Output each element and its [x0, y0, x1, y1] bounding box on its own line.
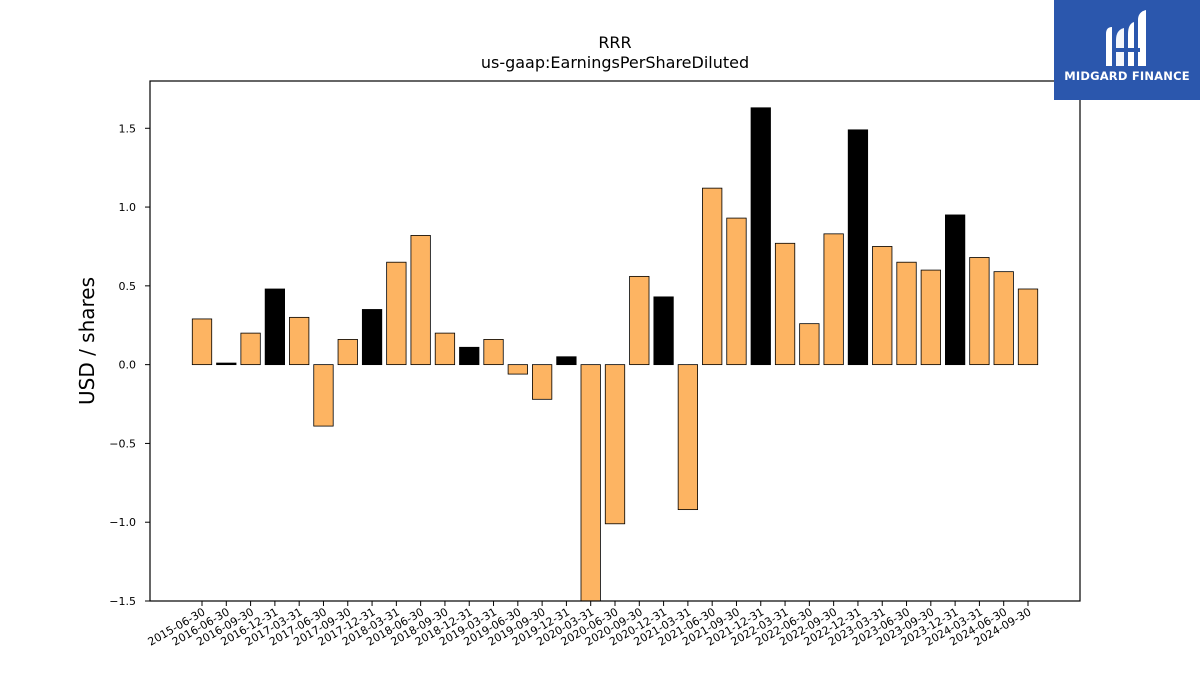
bar-2024-09-30: [1017, 288, 1039, 366]
midgard-logo-icon: [1106, 10, 1146, 66]
y-tick-label: −0.5: [109, 437, 136, 450]
bar-2018-06-30: [410, 235, 431, 366]
bar-2023-03-31: [872, 246, 893, 366]
brand-logo: MIDGARD FINANCE: [1054, 0, 1200, 100]
bar-2016-06-30: [216, 362, 237, 366]
y-axis-ticks: −1.5 −1.0 −0.5 0.0 0.5 1.0 1.5: [109, 122, 150, 608]
bar-2017-06-30: [313, 364, 334, 427]
bar-2019-09-30: [532, 364, 553, 400]
x-axis-ticks: 2015-06-302016-06-302016-09-302016-12-31…: [146, 601, 1034, 649]
bar-2022-06-30: [799, 323, 820, 366]
bar-2022-12-31: [847, 129, 869, 366]
y-tick-label: 1.0: [119, 201, 137, 214]
bar-2023-09-30: [920, 269, 941, 366]
bar-2021-09-30: [726, 217, 747, 366]
bar-2022-03-31: [774, 242, 796, 366]
bars-group: [191, 107, 1039, 601]
y-tick-label: 1.5: [119, 122, 137, 135]
bar-2017-12-31: [361, 309, 383, 366]
bar-2022-09-30: [823, 233, 844, 366]
bar-2019-06-30: [507, 364, 528, 375]
bar-2024-06-30: [993, 271, 1014, 366]
bar-2016-12-31: [264, 288, 286, 366]
bar-2017-09-30: [337, 339, 358, 366]
chart-title: RRR: [598, 33, 631, 52]
bar-2019-12-31: [556, 356, 577, 366]
plot-frame: [149, 80, 1081, 602]
bar-2021-03-31: [677, 364, 698, 511]
bar-2024-03-31: [969, 257, 990, 366]
bar-2021-12-31: [750, 107, 771, 366]
y-axis-label: USD / shares: [75, 277, 99, 405]
bar-2019-03-31: [483, 339, 504, 366]
y-tick-label: 0.0: [119, 359, 137, 372]
y-tick-label: 0.5: [119, 280, 137, 293]
y-tick-label: −1.0: [109, 516, 136, 529]
bar-2020-03-31: [580, 364, 601, 601]
bar-2021-06-30: [702, 187, 723, 366]
chart-subtitle: us-gaap:EarningsPerShareDiluted: [481, 53, 749, 72]
bar-2016-09-30: [240, 332, 261, 366]
bar-2020-09-30: [629, 275, 650, 366]
bar-2018-09-30: [434, 332, 456, 366]
bar-2018-12-31: [459, 346, 480, 366]
bar-2020-06-30: [604, 364, 626, 525]
bar-2023-06-30: [896, 261, 917, 366]
bar-2017-03-31: [289, 316, 310, 366]
brand-name: MIDGARD FINANCE: [1064, 69, 1190, 83]
bar-2015-06-30: [191, 318, 213, 366]
y-tick-label: −1.5: [109, 595, 136, 608]
bar-2018-03-31: [386, 261, 407, 366]
bar-2023-12-31: [945, 214, 966, 366]
bar-2020-12-31: [653, 296, 674, 366]
